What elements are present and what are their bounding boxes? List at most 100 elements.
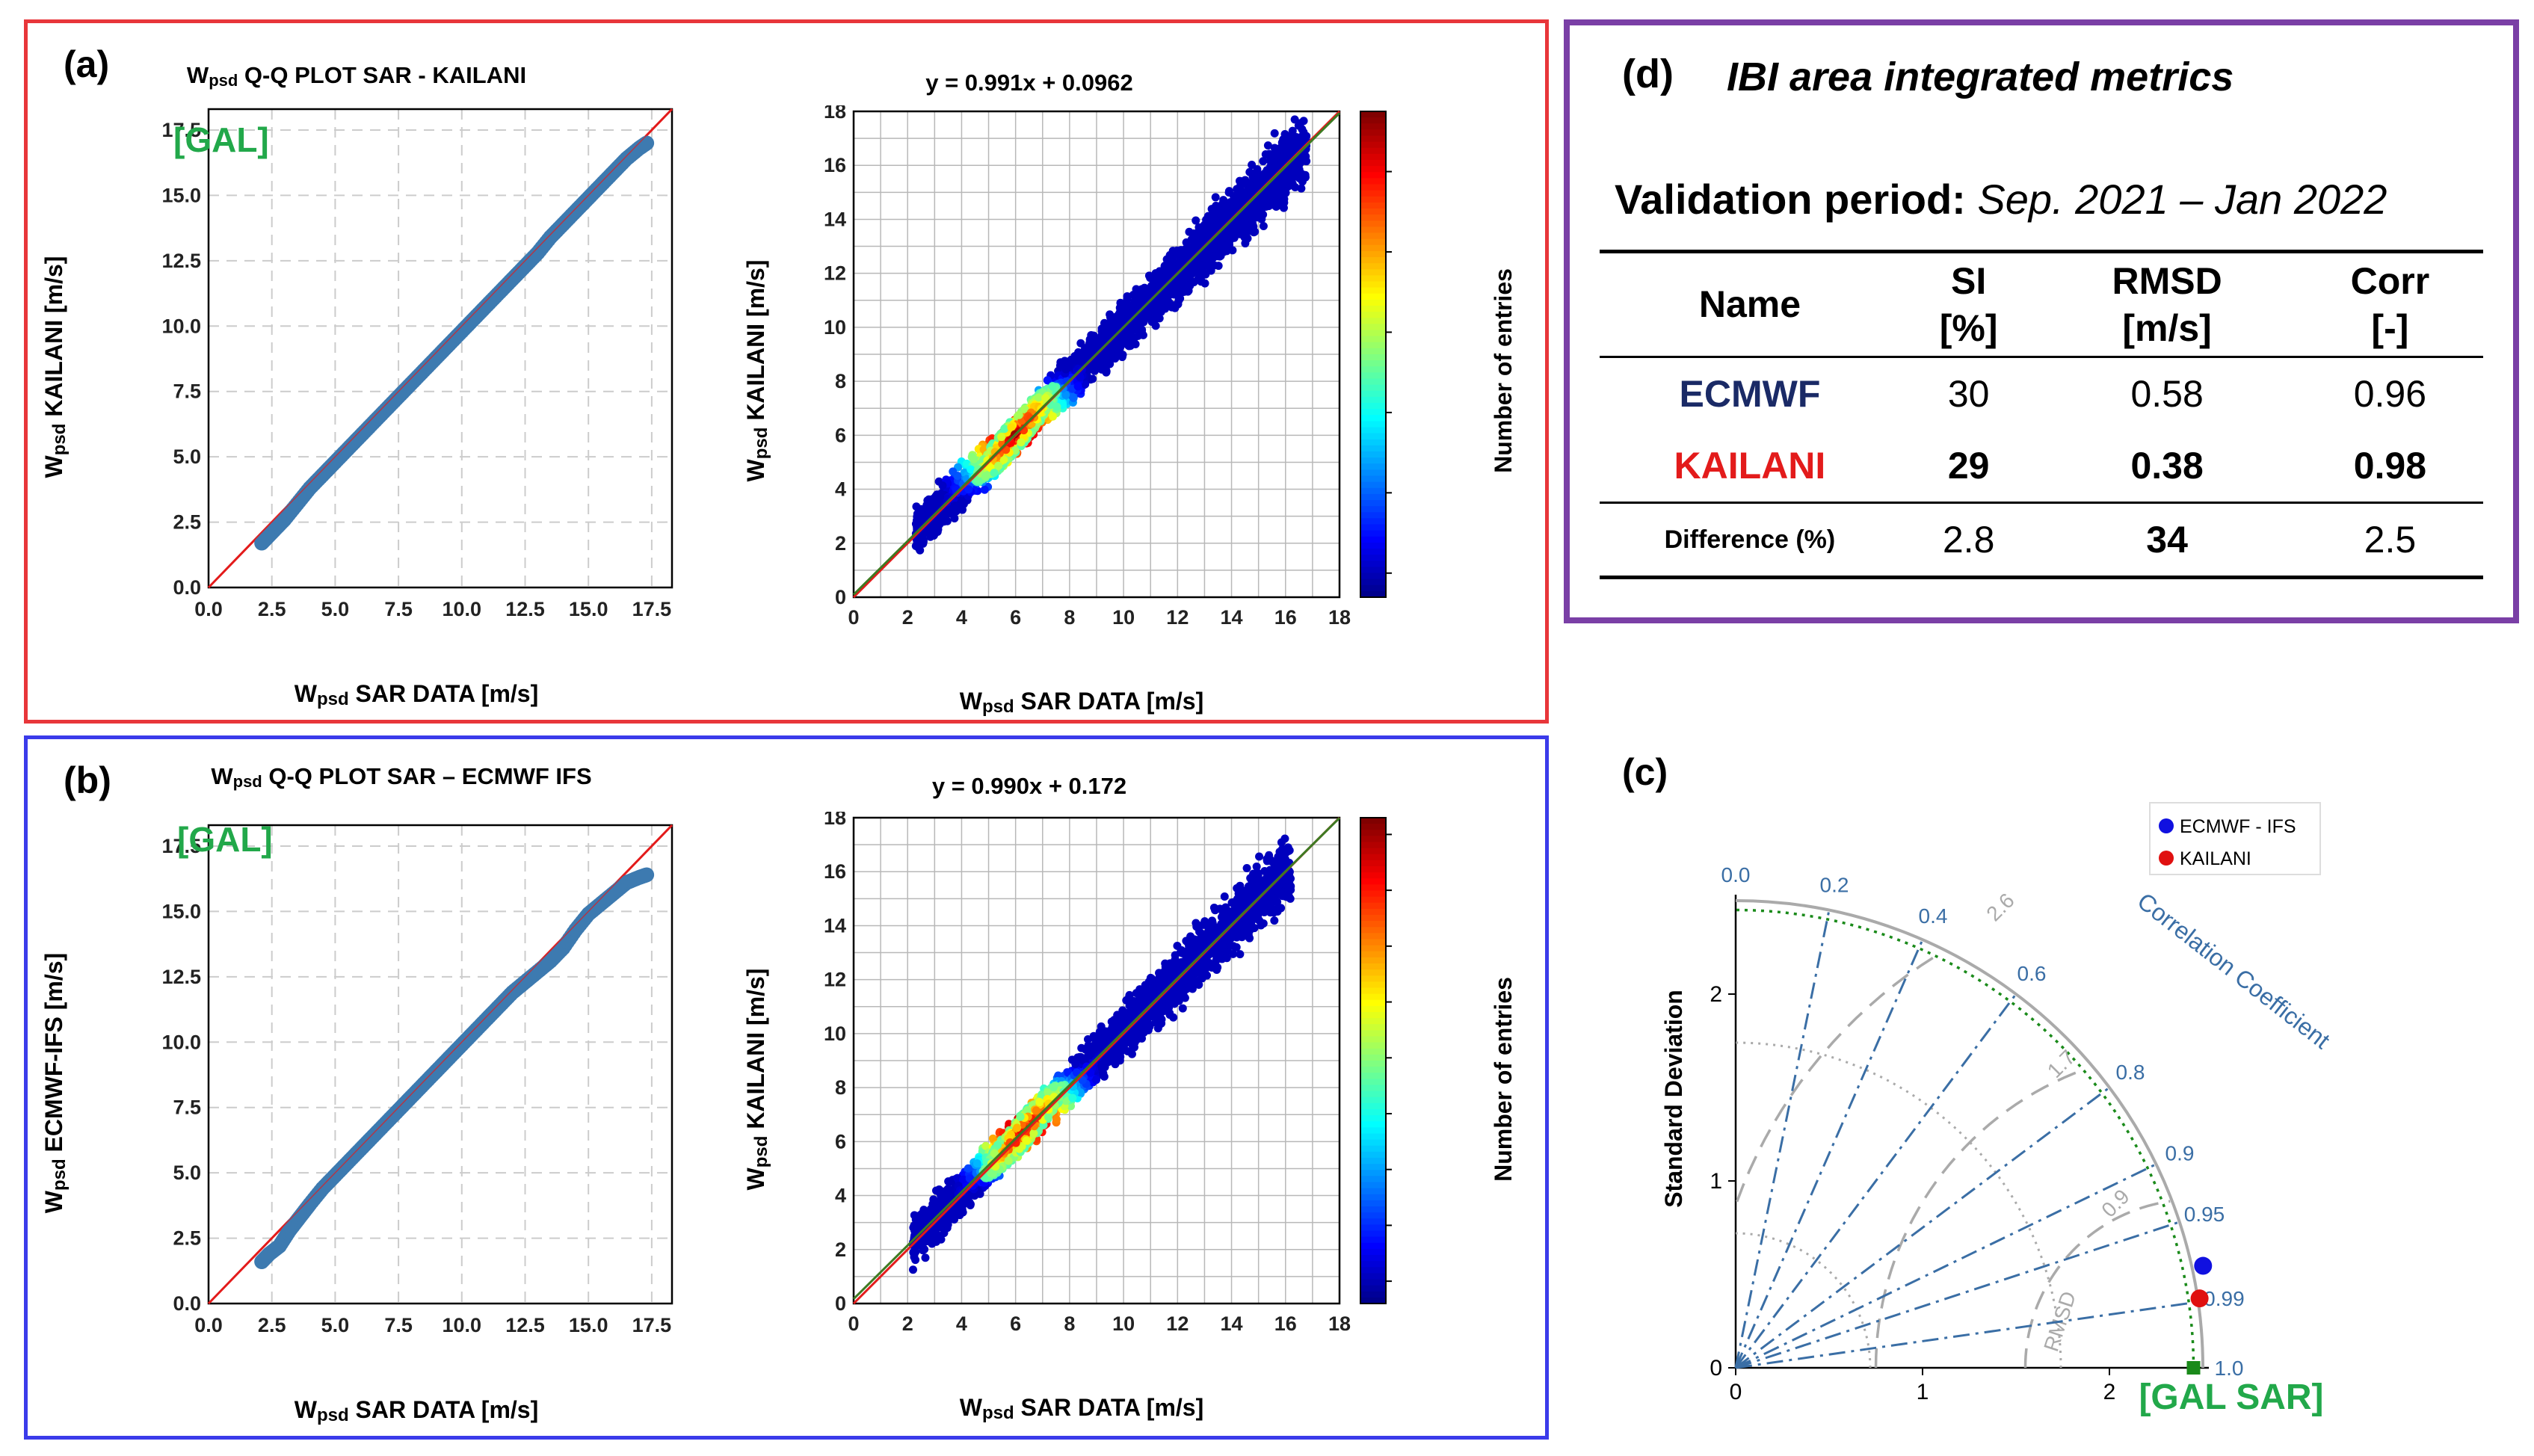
density-point bbox=[1206, 229, 1215, 238]
density-point bbox=[1041, 393, 1050, 402]
x-tick-label: 10.0 bbox=[443, 1314, 482, 1336]
y-tick-label: 15.0 bbox=[161, 184, 201, 206]
density-point bbox=[1183, 273, 1192, 282]
density-point bbox=[1241, 239, 1250, 248]
x-tick-label: 2.5 bbox=[258, 1314, 286, 1336]
density-point bbox=[1248, 219, 1257, 228]
colorbar-tick-label: 400 bbox=[1396, 401, 1430, 424]
density-point bbox=[1255, 852, 1264, 861]
density-point bbox=[1132, 285, 1141, 294]
colorbar-segment bbox=[1360, 469, 1386, 477]
colorbar-segment bbox=[1360, 135, 1386, 143]
panel-a-label: (a) bbox=[64, 43, 109, 85]
panel-a: (a) Wpsd Q-Q PLOT SAR - KAILANI 0.0 2.5 5.… bbox=[24, 19, 1549, 724]
colorbar-segment bbox=[1360, 257, 1386, 265]
density-point bbox=[913, 537, 922, 546]
density-point bbox=[951, 502, 960, 510]
y-tick-label: 8 bbox=[835, 1076, 846, 1099]
density-point bbox=[1076, 339, 1085, 348]
density-point bbox=[1294, 121, 1303, 130]
x-tick-label: 7.5 bbox=[384, 598, 413, 620]
x-tick-label: 17.5 bbox=[632, 1314, 672, 1336]
density-points bbox=[911, 115, 1311, 555]
colorbar-segment bbox=[1360, 354, 1386, 362]
x-tick-label: 12.5 bbox=[505, 1314, 545, 1336]
density-point bbox=[1258, 197, 1267, 206]
density-point bbox=[1290, 115, 1299, 124]
colorbar-segment bbox=[1360, 226, 1386, 234]
density-point bbox=[1097, 365, 1106, 374]
density-point bbox=[1259, 157, 1268, 166]
density-point bbox=[1138, 330, 1147, 339]
density-point bbox=[923, 496, 932, 505]
qq-point bbox=[639, 135, 655, 151]
density-point bbox=[1209, 212, 1218, 221]
x-tick-label: 6 bbox=[1010, 1312, 1021, 1335]
colorbar-segment bbox=[1360, 141, 1386, 149]
y-tick-label: 18 bbox=[824, 100, 846, 123]
colorbar-segment bbox=[1360, 336, 1386, 343]
x-tick-label: 14 bbox=[1221, 606, 1243, 629]
y-tick-label: 8 bbox=[835, 370, 846, 392]
colorbar-segment bbox=[1360, 378, 1386, 386]
density-point bbox=[918, 531, 927, 540]
y-tick-label: 7.5 bbox=[173, 1096, 201, 1119]
x-tick-label: 2.5 bbox=[258, 598, 286, 620]
density-point bbox=[1191, 233, 1200, 242]
density-point bbox=[1170, 274, 1179, 283]
y-tick-label: 10.0 bbox=[161, 315, 201, 337]
density-point bbox=[981, 1141, 990, 1150]
y-tick-label: 16 bbox=[824, 154, 846, 176]
x-tick-label: 0 bbox=[848, 1312, 859, 1335]
density-point bbox=[1145, 303, 1154, 312]
x-tick-label: 12 bbox=[1166, 1312, 1189, 1335]
qq-title: Wpsd Q-Q PLOT SAR – ECMWF IFS bbox=[211, 763, 591, 791]
x-tick-label: 10.0 bbox=[443, 598, 482, 620]
y-tick-label: 6 bbox=[835, 424, 846, 446]
y-tick-label: 0.0 bbox=[173, 1292, 201, 1315]
density-point bbox=[1151, 308, 1160, 317]
colorbar-segment bbox=[1360, 549, 1386, 556]
density-point bbox=[917, 513, 926, 522]
density-point bbox=[1116, 312, 1125, 321]
density-point bbox=[1248, 161, 1257, 170]
density-point bbox=[1183, 287, 1192, 296]
colorbar-segment bbox=[1360, 220, 1386, 228]
density-point bbox=[1235, 201, 1244, 210]
y-tick-label: 12 bbox=[824, 262, 846, 285]
y-tick-label: 17.5 bbox=[161, 835, 201, 857]
colorbar-segment bbox=[1360, 451, 1386, 459]
density-point bbox=[959, 499, 968, 508]
x-tick-label: 2 bbox=[902, 606, 913, 629]
density-point bbox=[1259, 222, 1268, 231]
y-tick-label: 2.5 bbox=[173, 1227, 201, 1250]
scatter-title: y = 0.990x + 0.172 bbox=[932, 773, 1126, 799]
y-tick-label: 0 bbox=[835, 1292, 846, 1315]
density-point bbox=[915, 544, 924, 553]
density-point bbox=[1299, 128, 1308, 137]
fit-line bbox=[852, 112, 1341, 596]
colorbar-segment bbox=[1360, 433, 1386, 440]
density-point bbox=[1007, 423, 1016, 432]
density-point bbox=[1275, 201, 1284, 210]
colorbar-segment bbox=[1360, 421, 1386, 428]
density-point bbox=[1194, 223, 1203, 232]
density-point bbox=[1144, 271, 1153, 280]
y-tick-label: 5.0 bbox=[173, 445, 201, 468]
density-point bbox=[1035, 393, 1043, 402]
x-tick-label: 6 bbox=[1010, 606, 1021, 629]
x-tick-label: 10 bbox=[1112, 1312, 1135, 1335]
colorbar-segment bbox=[1360, 409, 1386, 416]
colorbar-segment bbox=[1360, 530, 1386, 537]
colorbar-segment bbox=[1360, 536, 1386, 543]
density-point bbox=[1207, 205, 1216, 214]
colorbar-segment bbox=[1360, 250, 1386, 258]
colorbar-segment bbox=[1360, 567, 1386, 574]
density-point bbox=[1197, 275, 1206, 284]
colorbar-segment bbox=[1360, 415, 1386, 422]
density-point bbox=[1281, 188, 1290, 197]
density-point bbox=[1014, 410, 1023, 419]
density-point bbox=[1122, 335, 1131, 344]
colorbar-segment bbox=[1360, 463, 1386, 471]
y-tick-label: 10 bbox=[824, 1022, 846, 1045]
